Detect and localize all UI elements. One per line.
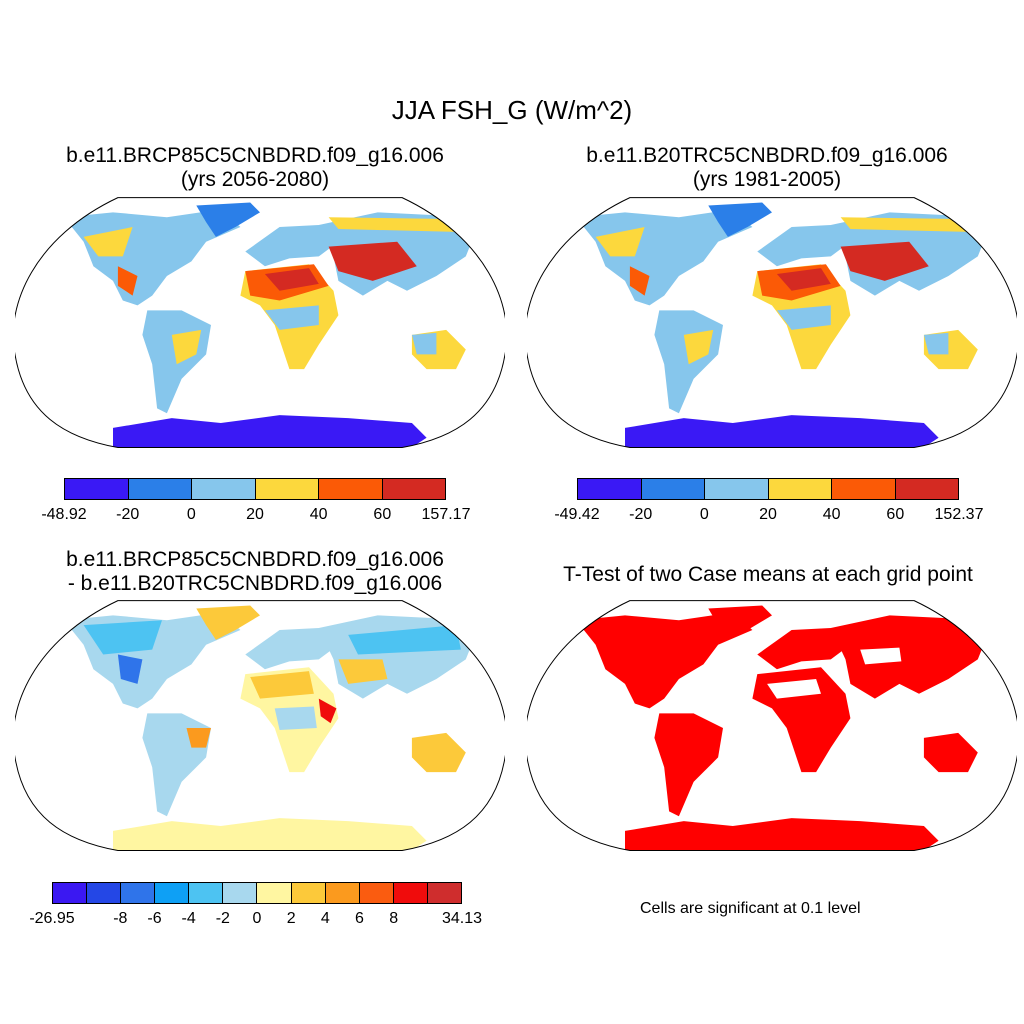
colorbar-swatch [427,883,461,903]
colorbar-swatch [257,883,292,903]
tick-label: -20 [629,506,653,523]
colorbar-swatch [705,479,769,499]
tick-label: -49.42 [554,506,600,523]
significance-note: Cells are significant at 0.1 level [640,900,861,917]
panel-title-future-line1: b.e11.BRCP85C5CNBDRD.f09_g16.006 [66,144,444,167]
colorbar-swatch [895,479,958,499]
panel-title-historical: b.e11.B20TRC5CNBDRD.f09_g16.006 (yrs 198… [547,144,987,192]
colorbar-swatch [382,479,445,499]
panel-title-future-line2: (yrs 2056-2080) [180,168,330,191]
map-ttest [527,600,1017,852]
colorbar-swatch [121,883,156,903]
tick-label: 4 [320,910,330,927]
colorbar-difference [52,882,462,904]
colorbar-swatch [359,883,394,903]
tick-label: -20 [116,506,140,523]
tick-label: 60 [373,506,392,523]
colorbar-future [64,478,446,500]
colorbar-swatch [192,479,256,499]
panel-title-difference: b.e11.BRCP85C5CNBDRD.f09_g16.006 - b.e11… [35,548,475,596]
colorbar-swatch [255,479,319,499]
tick-label: -6 [147,910,162,927]
colorbar-swatch [223,883,258,903]
tick-label: 0 [252,910,262,927]
tick-label: 60 [886,506,905,523]
panel-title-ttest-line1: T-Test of two Case means at each grid po… [563,563,973,586]
tick-label: 2 [286,910,296,927]
colorbar-swatch [65,479,129,499]
panel-title-ttest: T-Test of two Case means at each grid po… [543,563,993,587]
colorbar-swatch [155,883,190,903]
colorbar-swatch [53,883,88,903]
panel-title-historical-line1: b.e11.B20TRC5CNBDRD.f09_g16.006 [586,144,948,167]
colorbar-swatch [325,883,360,903]
tick-label: -48.92 [41,506,87,523]
panel-title-historical-line2: (yrs 1981-2005) [692,168,842,191]
tick-label: -8 [113,910,128,927]
tick-label: 0 [699,506,709,523]
tick-label: 40 [309,506,328,523]
map-historical [527,197,1017,449]
colorbar-difference-labels: -26.95 -8 -6 -4 -2 0 2 4 6 8 34.13 [29,910,482,930]
colorbar-swatch [87,883,122,903]
panel-title-difference-line1: b.e11.BRCP85C5CNBDRD.f09_g16.006 [66,548,444,571]
tick-label: 40 [822,506,841,523]
colorbar-historical [577,478,959,500]
tick-label: 20 [759,506,777,523]
tick-label: 8 [389,910,399,927]
colorbar-swatch [128,479,192,499]
tick-label: -2 [215,910,230,927]
colorbar-swatch [578,479,642,499]
tick-label: 0 [186,506,196,523]
map-future [15,197,505,449]
tick-label: 157.17 [421,506,471,523]
colorbar-future-labels: -48.92 -20 0 20 40 60 157.17 [41,506,470,526]
colorbar-swatch [641,479,705,499]
map-difference [15,600,505,852]
colorbar-swatch [319,479,383,499]
colorbar-swatch [291,883,326,903]
colorbar-swatch [768,479,832,499]
colorbar-swatch [832,479,896,499]
tick-label: -4 [181,910,196,927]
tick-label: 152.37 [934,506,984,523]
tick-label: 6 [355,910,364,927]
tick-label: -26.95 [29,910,75,927]
panel-title-difference-line2: - b.e11.B20TRC5CNBDRD.f09_g16.006 [67,572,443,595]
colorbar-swatch [189,883,224,903]
figure-title: JJA FSH_G (W/m^2) [391,95,633,125]
tick-label: 34.13 [441,910,483,927]
tick-label: 20 [246,506,264,523]
panel-title-future: b.e11.BRCP85C5CNBDRD.f09_g16.006 (yrs 20… [35,144,475,192]
colorbar-swatch [393,883,428,903]
colorbar-historical-labels: -49.42 -20 0 20 40 60 152.37 [554,506,983,526]
